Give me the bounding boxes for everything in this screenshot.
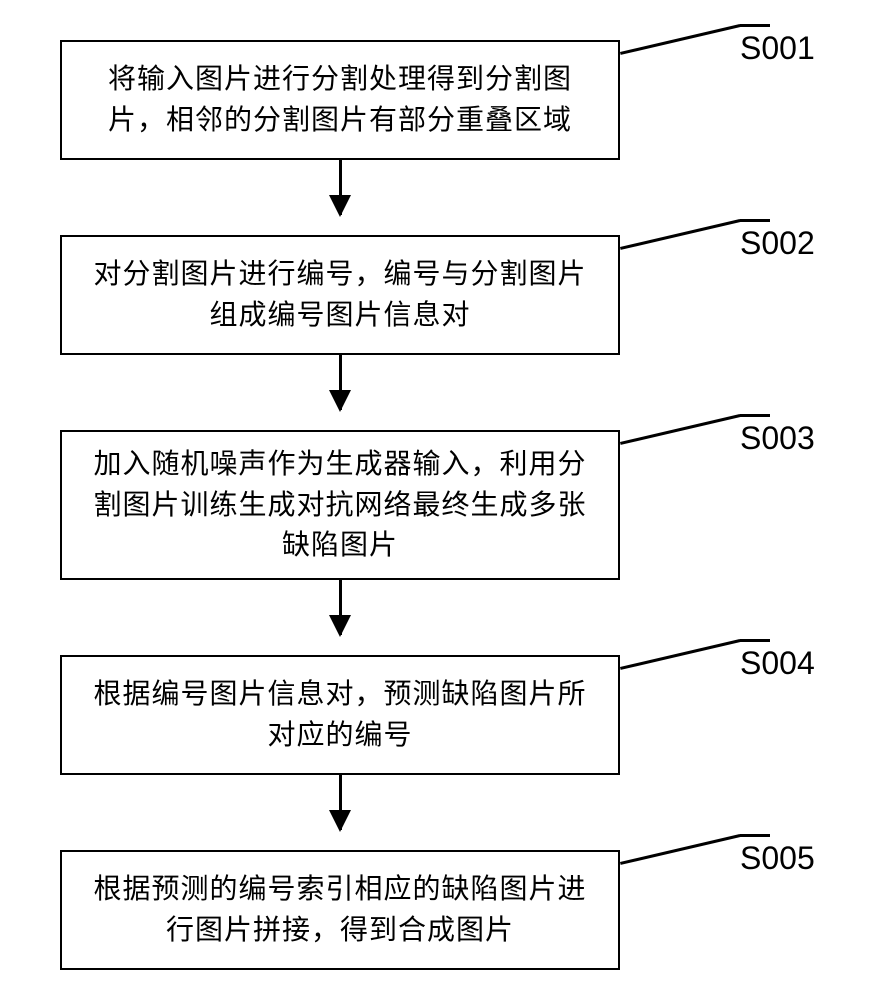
- leader-line: [740, 219, 770, 222]
- flow-arrow: [339, 775, 342, 830]
- flow-node-s004: 根据编号图片信息对，预测缺陷图片所对应的编号: [60, 655, 620, 775]
- step-label-s005: S005: [740, 840, 815, 877]
- step-label-s001: S001: [740, 30, 815, 67]
- flowchart-canvas: 将输入图片进行分割处理得到分割图片，相邻的分割图片有部分重叠区域 S001 对分割图…: [0, 0, 870, 1000]
- flow-node-text: 加入随机噪声作为生成器输入，利用分割图片训练生成对抗网络最终生成多张缺陷图片: [80, 444, 600, 566]
- step-label-s002: S002: [740, 225, 815, 262]
- step-label-s003: S003: [740, 420, 815, 457]
- leader-line: [620, 639, 741, 669]
- flow-arrow: [339, 355, 342, 410]
- flow-node-text: 根据编号图片信息对，预测缺陷图片所对应的编号: [80, 674, 600, 755]
- flow-node-s001: 将输入图片进行分割处理得到分割图片，相邻的分割图片有部分重叠区域: [60, 40, 620, 160]
- flow-node-s002: 对分割图片进行编号，编号与分割图片组成编号图片信息对: [60, 235, 620, 355]
- leader-line: [740, 414, 770, 417]
- flow-node-text: 对分割图片进行编号，编号与分割图片组成编号图片信息对: [80, 254, 600, 335]
- leader-line: [740, 834, 770, 837]
- flow-node-text: 将输入图片进行分割处理得到分割图片，相邻的分割图片有部分重叠区域: [80, 59, 600, 140]
- leader-line: [740, 24, 770, 27]
- step-label-s004: S004: [740, 645, 815, 682]
- leader-line: [620, 219, 741, 249]
- leader-line: [620, 24, 741, 54]
- flow-node-s003: 加入随机噪声作为生成器输入，利用分割图片训练生成对抗网络最终生成多张缺陷图片: [60, 430, 620, 580]
- leader-line: [620, 414, 741, 444]
- flow-node-s005: 根据预测的编号索引相应的缺陷图片进行图片拼接，得到合成图片: [60, 850, 620, 970]
- flow-node-text: 根据预测的编号索引相应的缺陷图片进行图片拼接，得到合成图片: [80, 869, 600, 950]
- leader-line: [740, 639, 770, 642]
- flow-arrow: [339, 580, 342, 635]
- flow-arrow: [339, 160, 342, 215]
- leader-line: [620, 834, 741, 864]
